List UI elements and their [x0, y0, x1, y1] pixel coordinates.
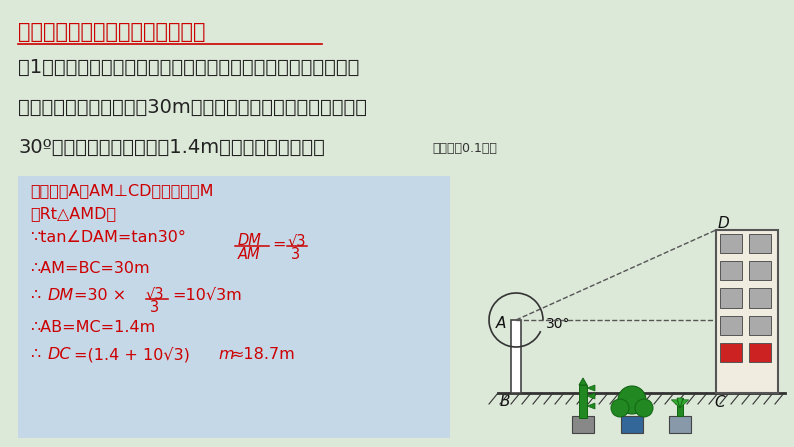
- Text: （精确到0.1米）: （精确到0.1米）: [432, 142, 497, 155]
- Polygon shape: [680, 400, 688, 408]
- Bar: [720, 288, 742, 308]
- Bar: [716, 230, 778, 393]
- Text: 3: 3: [291, 247, 300, 262]
- Circle shape: [635, 399, 653, 417]
- Text: =10√3m: =10√3m: [172, 288, 241, 303]
- Bar: [749, 316, 771, 335]
- Text: DM: DM: [238, 233, 262, 248]
- Polygon shape: [587, 393, 595, 399]
- Polygon shape: [671, 400, 680, 408]
- Bar: [669, 416, 691, 433]
- Text: DM: DM: [48, 288, 74, 303]
- Text: 测量高度类型一：物体底部可到达: 测量高度类型一：物体底部可到达: [18, 22, 206, 42]
- Bar: [677, 398, 683, 416]
- Text: m: m: [218, 347, 233, 362]
- Bar: [720, 234, 742, 253]
- Polygon shape: [587, 403, 595, 409]
- Bar: [720, 316, 742, 335]
- Text: M: M: [718, 316, 731, 331]
- Text: 解：过点A作AM⊥CD，垂足为点M: 解：过点A作AM⊥CD，垂足为点M: [30, 183, 214, 198]
- Bar: [511, 320, 521, 393]
- Bar: [572, 416, 594, 433]
- Bar: [749, 261, 771, 280]
- Bar: [18, 176, 450, 438]
- Circle shape: [611, 399, 629, 417]
- Text: C: C: [714, 395, 725, 410]
- Text: √3: √3: [288, 233, 306, 248]
- Text: ∴AB=MC=1.4m: ∴AB=MC=1.4m: [30, 320, 156, 335]
- Text: 3: 3: [150, 300, 159, 315]
- Bar: [720, 343, 742, 362]
- Text: √3: √3: [146, 286, 164, 301]
- Bar: [749, 288, 771, 308]
- Bar: [720, 261, 742, 280]
- Polygon shape: [587, 385, 595, 391]
- Bar: [749, 234, 771, 253]
- Text: DC: DC: [48, 347, 71, 362]
- Text: 例1，如图是某中学的教学楼。在学校大门处测量教学楼的高度，: 例1，如图是某中学的教学楼。在学校大门处测量教学楼的高度，: [18, 58, 360, 77]
- Text: ∴AM=BC=30m: ∴AM=BC=30m: [30, 261, 149, 276]
- Text: ∴: ∴: [30, 288, 40, 303]
- Bar: [621, 416, 643, 433]
- Text: 测得大门距主楼的距离是30m，在大门处测得主楼顶部的仰角是: 测得大门距主楼的距离是30m，在大门处测得主楼顶部的仰角是: [18, 98, 367, 117]
- Text: AM: AM: [238, 247, 260, 262]
- Text: D: D: [718, 216, 730, 231]
- Text: 30º，而当时测倾器离地面1.4m，求教学楼的高度。: 30º，而当时测倾器离地面1.4m，求教学楼的高度。: [18, 138, 325, 157]
- Text: =: =: [272, 237, 286, 252]
- Text: 在Rt△AMD中: 在Rt△AMD中: [30, 206, 116, 221]
- Polygon shape: [579, 378, 587, 385]
- Bar: [749, 343, 771, 362]
- Text: ≈18.7m: ≈18.7m: [230, 347, 295, 362]
- Text: B: B: [500, 394, 511, 409]
- Text: 30°: 30°: [546, 317, 571, 331]
- Text: ∴: ∴: [30, 347, 40, 362]
- Circle shape: [618, 386, 646, 414]
- Polygon shape: [677, 398, 683, 408]
- Text: A: A: [496, 316, 507, 331]
- Text: ∵tan∠DAM=tan30°: ∵tan∠DAM=tan30°: [30, 230, 186, 245]
- Text: =30 ×: =30 ×: [74, 288, 131, 303]
- Bar: [579, 385, 587, 418]
- Text: =(1.4 + 10√3): =(1.4 + 10√3): [74, 347, 190, 363]
